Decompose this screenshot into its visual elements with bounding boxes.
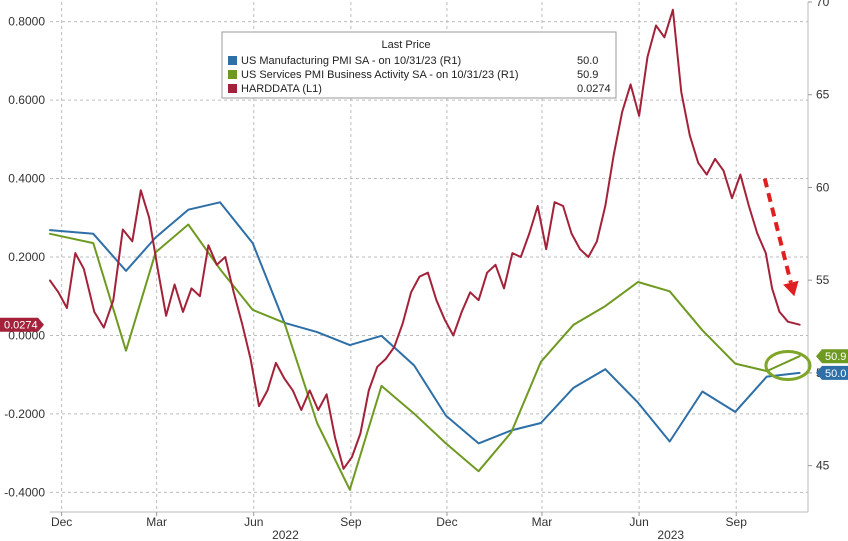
- last-value-flag-label: 0.0274: [4, 320, 38, 332]
- legend-swatch-services: [228, 70, 237, 79]
- last-value-flag-label: 50.9: [825, 351, 846, 363]
- x-axis-ticks: Dec Mar Jun Sep Dec Mar Jun Sep 2022 2023: [51, 512, 747, 541]
- right-tick-label: 70: [816, 0, 830, 9]
- right-tick-label: 45: [816, 459, 830, 473]
- left-tick-label: 0.2000: [8, 250, 45, 264]
- right-tick-label: 65: [816, 88, 830, 102]
- legend: Last Price US Manufacturing PMI SA - on …: [221, 31, 617, 99]
- x-tick-label: Jun: [244, 515, 263, 529]
- annotation-dashed-arrow-shaft: [762, 178, 793, 284]
- legend-swatch-harddata: [228, 84, 237, 93]
- x-tick-label: Dec: [51, 515, 72, 529]
- legend-label-harddata: HARDDATA (L1): [241, 83, 322, 95]
- series-layer: [49, 8, 801, 491]
- left-tick-label: 0.6000: [8, 93, 45, 107]
- x-tick-label: Sep: [726, 515, 748, 529]
- last-value-flag-services: [816, 349, 848, 364]
- legend-label-manufacturing: US Manufacturing PMI SA - on 10/31/23 (R…: [241, 55, 461, 67]
- annotation-arrow-head: [783, 280, 799, 297]
- x-year-label: 2023: [657, 528, 684, 541]
- left-tick-label: -0.4000: [4, 485, 45, 499]
- legend-box: [221, 31, 617, 99]
- left-tick-label: -0.2000: [4, 407, 45, 421]
- last-value-flag-manufacturing: [816, 365, 848, 380]
- x-tick-label: Dec: [436, 515, 457, 529]
- legend-value-services: 50.9: [577, 69, 598, 81]
- last-value-flag-harddata: [0, 317, 44, 332]
- last-value-flag-label: 50.0: [825, 368, 846, 380]
- right-tick-label: 55: [816, 273, 830, 287]
- axes: [50, 2, 809, 513]
- last-value-flags: 0.0274 50.9 50.0: [0, 317, 848, 380]
- legend-value-harddata: 0.0274: [577, 83, 611, 95]
- x-tick-label: Jun: [629, 515, 648, 529]
- left-axis-ticks: 0.8000 0.6000 0.4000 0.2000 0.0000 -0.2000 -0.…: [4, 15, 45, 500]
- series-line-us-manufacturing-pmi-sa: [49, 201, 801, 445]
- legend-swatch-manufacturing: [228, 56, 237, 65]
- annotation-layer: [762, 178, 812, 381]
- right-tick-label: 60: [816, 180, 830, 194]
- series-line-harddata: [49, 8, 801, 470]
- legend-label-services: US Services PMI Business Activity SA - o…: [241, 69, 519, 81]
- left-tick-label: 0.0000: [8, 328, 45, 342]
- x-tick-label: Mar: [146, 515, 167, 529]
- legend-header: Last Price: [382, 39, 431, 51]
- left-tick-label: 0.8000: [8, 15, 45, 29]
- left-tick-label: 0.4000: [8, 172, 45, 186]
- legend-value-manufacturing: 50.0: [577, 55, 598, 67]
- series-line-us-services-pmi-business-activity-sa: [49, 223, 801, 491]
- x-tick-label: Mar: [532, 515, 553, 529]
- annotation-highlight-circle: [764, 349, 812, 381]
- x-tick-label: Sep: [340, 515, 362, 529]
- x-year-label: 2022: [272, 528, 299, 541]
